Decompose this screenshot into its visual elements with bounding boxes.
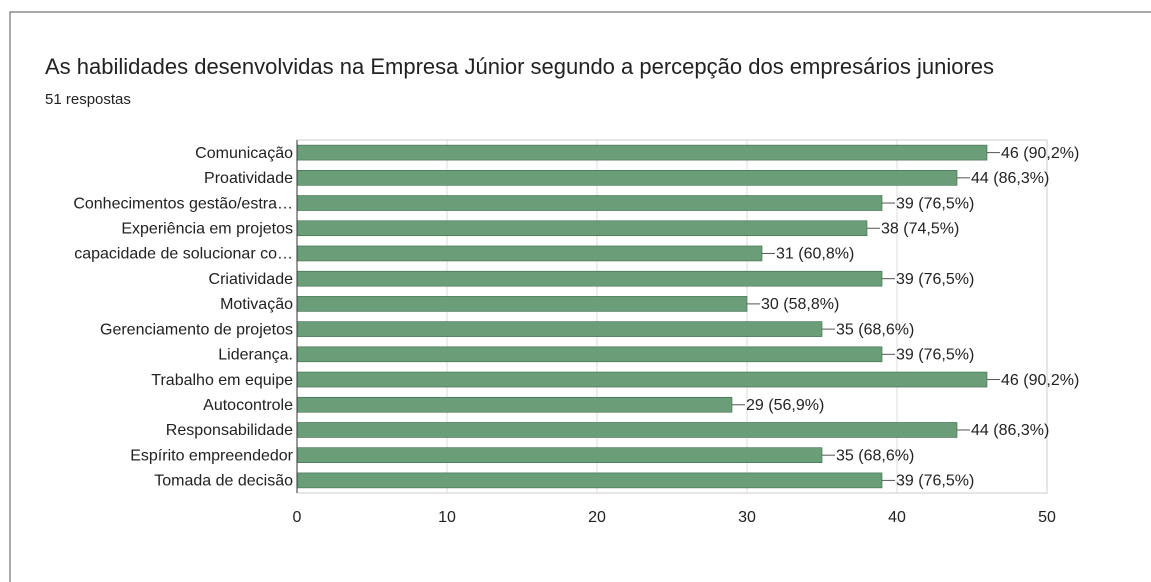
bar [296, 447, 823, 463]
y-tick-label: Conhecimentos gestão/estra… [73, 195, 293, 212]
x-tick-label: 50 [1038, 509, 1056, 526]
value-label: 39 (76,5%) [896, 347, 974, 364]
x-tick-label: 0 [293, 509, 302, 526]
y-tick-label: Criatividade [209, 271, 294, 288]
value-label: 39 (76,5%) [896, 271, 974, 288]
bar [296, 321, 823, 337]
y-tick-label: Trabalho em equipe [151, 372, 293, 389]
value-label: 39 (76,5%) [896, 473, 974, 490]
bar [296, 371, 988, 388]
value-label: 30 (58,8%) [761, 296, 839, 313]
value-label: 44 (86,3%) [971, 170, 1049, 187]
y-tick-label: Proatividade [204, 170, 293, 187]
bar [296, 396, 733, 413]
y-tick-label: Motivação [220, 296, 293, 313]
bar [296, 195, 883, 211]
chart-subtitle: 51 respostas [45, 91, 131, 108]
frame [9, 11, 1151, 582]
y-tick-label: capacidade de solucionar co… [74, 246, 293, 263]
y-tick-label: Experiência em projetos [121, 220, 293, 237]
y-tick-label: Espírito empreendedor [130, 447, 293, 464]
y-tick-label: Comunicação [195, 145, 293, 162]
x-tick-label: 20 [588, 509, 606, 526]
value-label: 38 (74,5%) [881, 220, 959, 237]
value-label: 29 (56,9%) [746, 397, 824, 414]
bar [296, 472, 883, 489]
y-tick-label: Gerenciamento de projetos [100, 321, 293, 338]
bar [296, 170, 958, 186]
bar [296, 245, 763, 262]
x-tick-label: 10 [438, 509, 456, 526]
bar [296, 346, 883, 363]
x-tick-label: 40 [888, 509, 906, 526]
value-label: 35 (68,6%) [836, 321, 914, 338]
y-tick-label: Tomada de decisão [154, 473, 293, 490]
bar [296, 422, 958, 438]
value-label: 44 (86,3%) [971, 422, 1049, 439]
y-tick-label: Autocontrole [203, 397, 293, 414]
y-tick-label: Liderança. [218, 347, 293, 364]
chart-title: As habilidades desenvolvidas na Empresa … [45, 54, 994, 79]
value-label: 31 (60,8%) [776, 246, 854, 263]
value-label: 46 (90,2%) [1001, 145, 1079, 162]
y-tick-label: Responsabilidade [166, 422, 293, 439]
plot-border [296, 139, 1048, 494]
value-label: 39 (76,5%) [896, 195, 974, 212]
value-label: 35 (68,6%) [836, 447, 914, 464]
value-label: 46 (90,2%) [1001, 372, 1079, 389]
bar [296, 270, 883, 287]
bar [296, 144, 988, 161]
bar [296, 220, 868, 237]
bar [296, 296, 748, 312]
x-tick-label: 30 [738, 509, 756, 526]
